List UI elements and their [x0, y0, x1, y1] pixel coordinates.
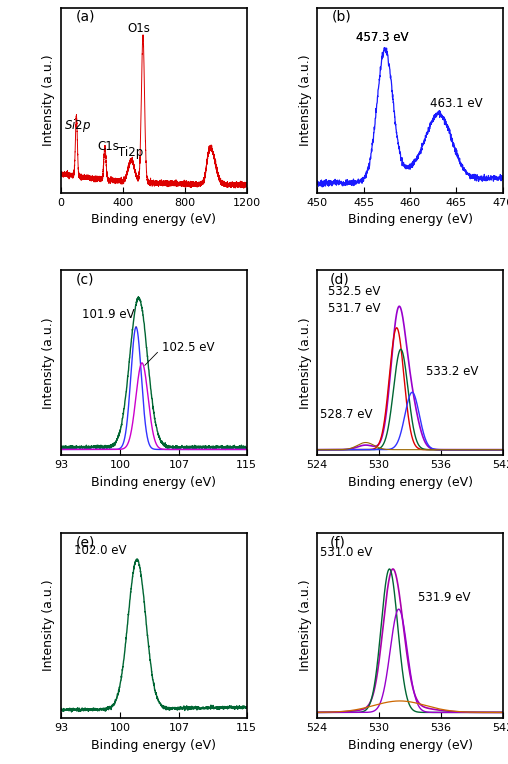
Text: 463.1 eV: 463.1 eV [430, 97, 483, 110]
Y-axis label: Intensity (a.u.): Intensity (a.u.) [42, 317, 55, 409]
Text: 101.9 eV: 101.9 eV [82, 308, 136, 327]
Y-axis label: Intensity (a.u.): Intensity (a.u.) [299, 54, 312, 146]
Text: (a): (a) [76, 10, 96, 24]
X-axis label: Binding energy (eV): Binding energy (eV) [91, 213, 216, 226]
Text: 533.2 eV: 533.2 eV [426, 365, 478, 378]
Y-axis label: Intensity (a.u.): Intensity (a.u.) [299, 580, 312, 672]
Text: 457.3 eV: 457.3 eV [356, 31, 409, 44]
X-axis label: Binding energy (eV): Binding energy (eV) [91, 739, 216, 752]
X-axis label: Binding energy (eV): Binding energy (eV) [91, 476, 216, 489]
Text: $Si2p$: $Si2p$ [64, 117, 91, 134]
Text: Ti2p: Ti2p [118, 146, 143, 159]
Text: (e): (e) [76, 535, 95, 549]
Text: 531.0 eV: 531.0 eV [321, 546, 373, 559]
Text: (d): (d) [329, 272, 349, 286]
Y-axis label: Intensity (a.u.): Intensity (a.u.) [299, 317, 312, 409]
Y-axis label: Intensity (a.u.): Intensity (a.u.) [42, 54, 55, 146]
Text: 531.7 eV: 531.7 eV [328, 302, 380, 315]
X-axis label: Binding energy (eV): Binding energy (eV) [347, 476, 472, 489]
Text: (c): (c) [76, 272, 94, 286]
Text: O1s: O1s [128, 22, 150, 35]
Text: C1s: C1s [98, 141, 120, 154]
Text: 531.9 eV: 531.9 eV [418, 591, 471, 604]
Text: 102.5 eV: 102.5 eV [145, 341, 215, 365]
Text: 102.0 eV: 102.0 eV [74, 544, 126, 557]
Text: 457.3 eV: 457.3 eV [356, 31, 409, 44]
Y-axis label: Intensity (a.u.): Intensity (a.u.) [42, 580, 55, 672]
Text: 528.7 eV: 528.7 eV [321, 408, 373, 421]
Text: (b): (b) [332, 10, 352, 24]
X-axis label: Binding energy (eV): Binding energy (eV) [347, 213, 472, 226]
X-axis label: Binding energy (eV): Binding energy (eV) [347, 739, 472, 752]
Text: 532.5 eV: 532.5 eV [328, 285, 380, 298]
Text: (f): (f) [329, 535, 345, 549]
